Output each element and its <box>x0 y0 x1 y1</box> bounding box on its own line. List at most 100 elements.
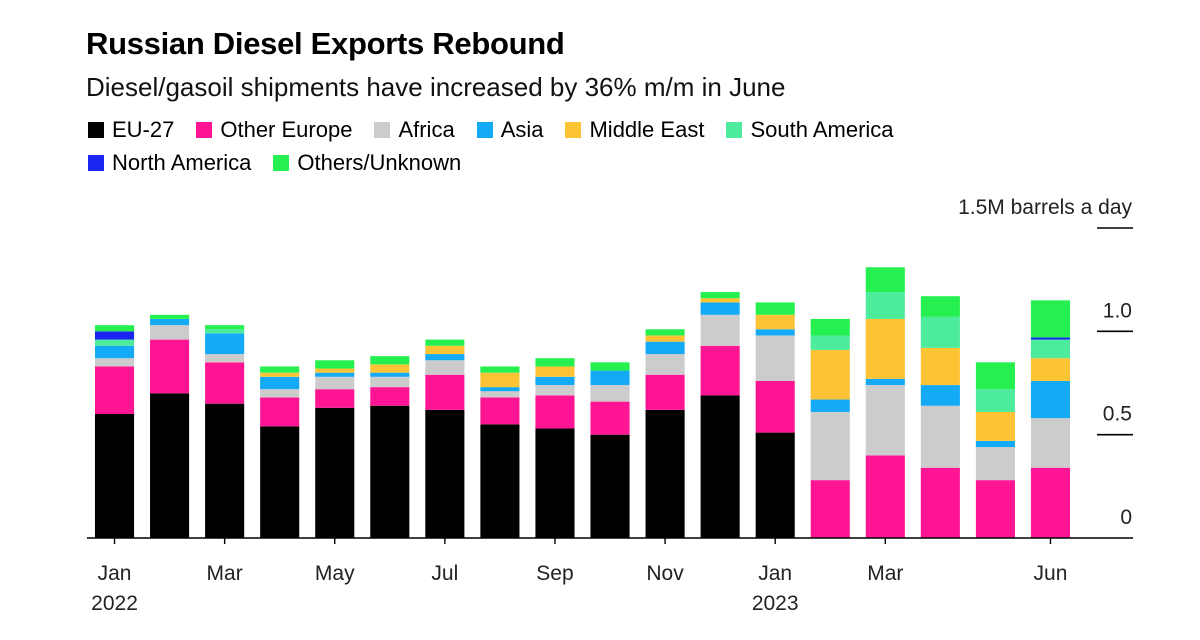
bar-segment <box>975 411 1015 441</box>
bar-segment <box>590 385 630 402</box>
x-tick-label: Mar <box>207 562 243 585</box>
bar-segment <box>370 364 410 373</box>
bar-segment <box>810 399 850 412</box>
legend-item-other-europe: Other Europe <box>196 118 352 142</box>
legend-swatch <box>726 122 743 138</box>
legend-label: South America <box>750 117 894 142</box>
bar-segment <box>150 314 190 319</box>
bar-segment <box>150 339 190 394</box>
bar-segment <box>645 409 685 538</box>
bar-segment <box>315 389 355 408</box>
legend-label: North America <box>112 150 252 175</box>
bar-segment <box>865 378 905 386</box>
legend-swatch <box>273 155 290 171</box>
bar-segment <box>94 331 135 340</box>
bar-segment <box>865 292 905 319</box>
bar-segment <box>535 395 575 429</box>
bar-segment <box>94 325 135 332</box>
x-tick-label: Sep <box>536 562 573 585</box>
bar-segment <box>315 407 355 538</box>
bar-segment <box>260 376 300 390</box>
bar-segment <box>1030 467 1071 538</box>
bar-segment <box>260 372 300 377</box>
bar-segment <box>150 325 190 340</box>
bar-segment <box>260 389 300 398</box>
bar-segment <box>645 374 685 410</box>
bar-segment <box>535 366 575 377</box>
bar-segment <box>94 366 135 414</box>
bar-segment <box>150 393 190 538</box>
chart-title: Russian Diesel Exports Rebound <box>86 26 565 61</box>
bar-segment <box>205 403 245 538</box>
bar-segment <box>205 329 245 334</box>
bar-segment <box>645 335 685 342</box>
legend-label: EU-27 <box>112 117 175 142</box>
bar-segment <box>260 366 300 373</box>
bar-segment <box>920 347 960 386</box>
legend-item-africa: Africa <box>374 117 455 142</box>
bar-segment <box>150 318 190 326</box>
bar-segment <box>755 432 795 538</box>
bar-segment <box>425 354 465 361</box>
bar-segment <box>700 395 740 538</box>
legend-swatch <box>196 122 213 138</box>
bar-segment <box>370 356 410 365</box>
x-tick-label: Jan <box>758 562 792 585</box>
bar-segment <box>920 316 960 348</box>
bar-segment <box>975 440 1015 448</box>
legend-item-eu27: EU-27 <box>88 118 174 142</box>
x-tick-label: Jun <box>1034 562 1068 585</box>
bar-segment <box>425 409 465 538</box>
legend-swatch <box>565 122 582 138</box>
bar-segment <box>315 376 355 390</box>
bar-segment <box>700 345 740 396</box>
bar-segment <box>645 329 685 336</box>
bar-segment <box>1030 300 1071 338</box>
bar-segment <box>425 360 465 375</box>
x-tick-label: Nov <box>646 562 684 585</box>
bar-segment <box>480 366 520 373</box>
bar-segment <box>1030 358 1071 381</box>
chart-subtitle: Diesel/gasoil shipments have increased b… <box>86 72 786 102</box>
bar-segment <box>480 424 520 538</box>
bar-segment <box>94 345 135 359</box>
y-tick-label: 1.0 <box>1103 299 1132 322</box>
y-tick-label: 0 <box>1120 506 1132 529</box>
x-tick-label: May <box>315 562 355 585</box>
bar-segment <box>480 391 520 398</box>
bar-segment <box>94 339 135 346</box>
bar-segment <box>865 267 905 293</box>
legend-label: Others/Unknown <box>297 150 462 175</box>
bar-segment <box>1030 380 1071 419</box>
bar-segment <box>535 428 575 538</box>
legend-item-asia: Asia <box>476 118 543 142</box>
bar-segment <box>205 325 245 330</box>
bar-segment <box>920 405 960 468</box>
bar-segment <box>810 318 850 336</box>
bar-segment <box>590 370 630 386</box>
bar-segment <box>810 480 850 538</box>
bar-segment <box>370 405 410 538</box>
bar-segment <box>205 362 245 404</box>
bar-segment <box>315 360 355 369</box>
legend-item-south-america: South America <box>726 117 894 142</box>
x-tick-year-label: 2022 <box>91 592 138 615</box>
bar-segment <box>590 401 630 435</box>
bar-segment <box>645 354 685 375</box>
bar-segment <box>700 302 740 315</box>
legend-label: Africa <box>398 117 455 142</box>
bar-segment <box>205 354 245 363</box>
bar-segment <box>1030 337 1071 340</box>
bar-segment <box>700 314 740 346</box>
y-tick-label: 0.5 <box>1103 403 1132 426</box>
x-tick-label: Jan <box>98 562 132 585</box>
bar-segment <box>645 341 685 355</box>
bar-segment <box>700 292 740 299</box>
bar-segment <box>810 349 850 400</box>
bar-segment <box>755 380 795 433</box>
legend-item-north-america: North America <box>88 151 251 175</box>
bar-segment <box>480 372 520 388</box>
bar-segment <box>920 296 960 317</box>
bar-segment <box>425 345 465 355</box>
